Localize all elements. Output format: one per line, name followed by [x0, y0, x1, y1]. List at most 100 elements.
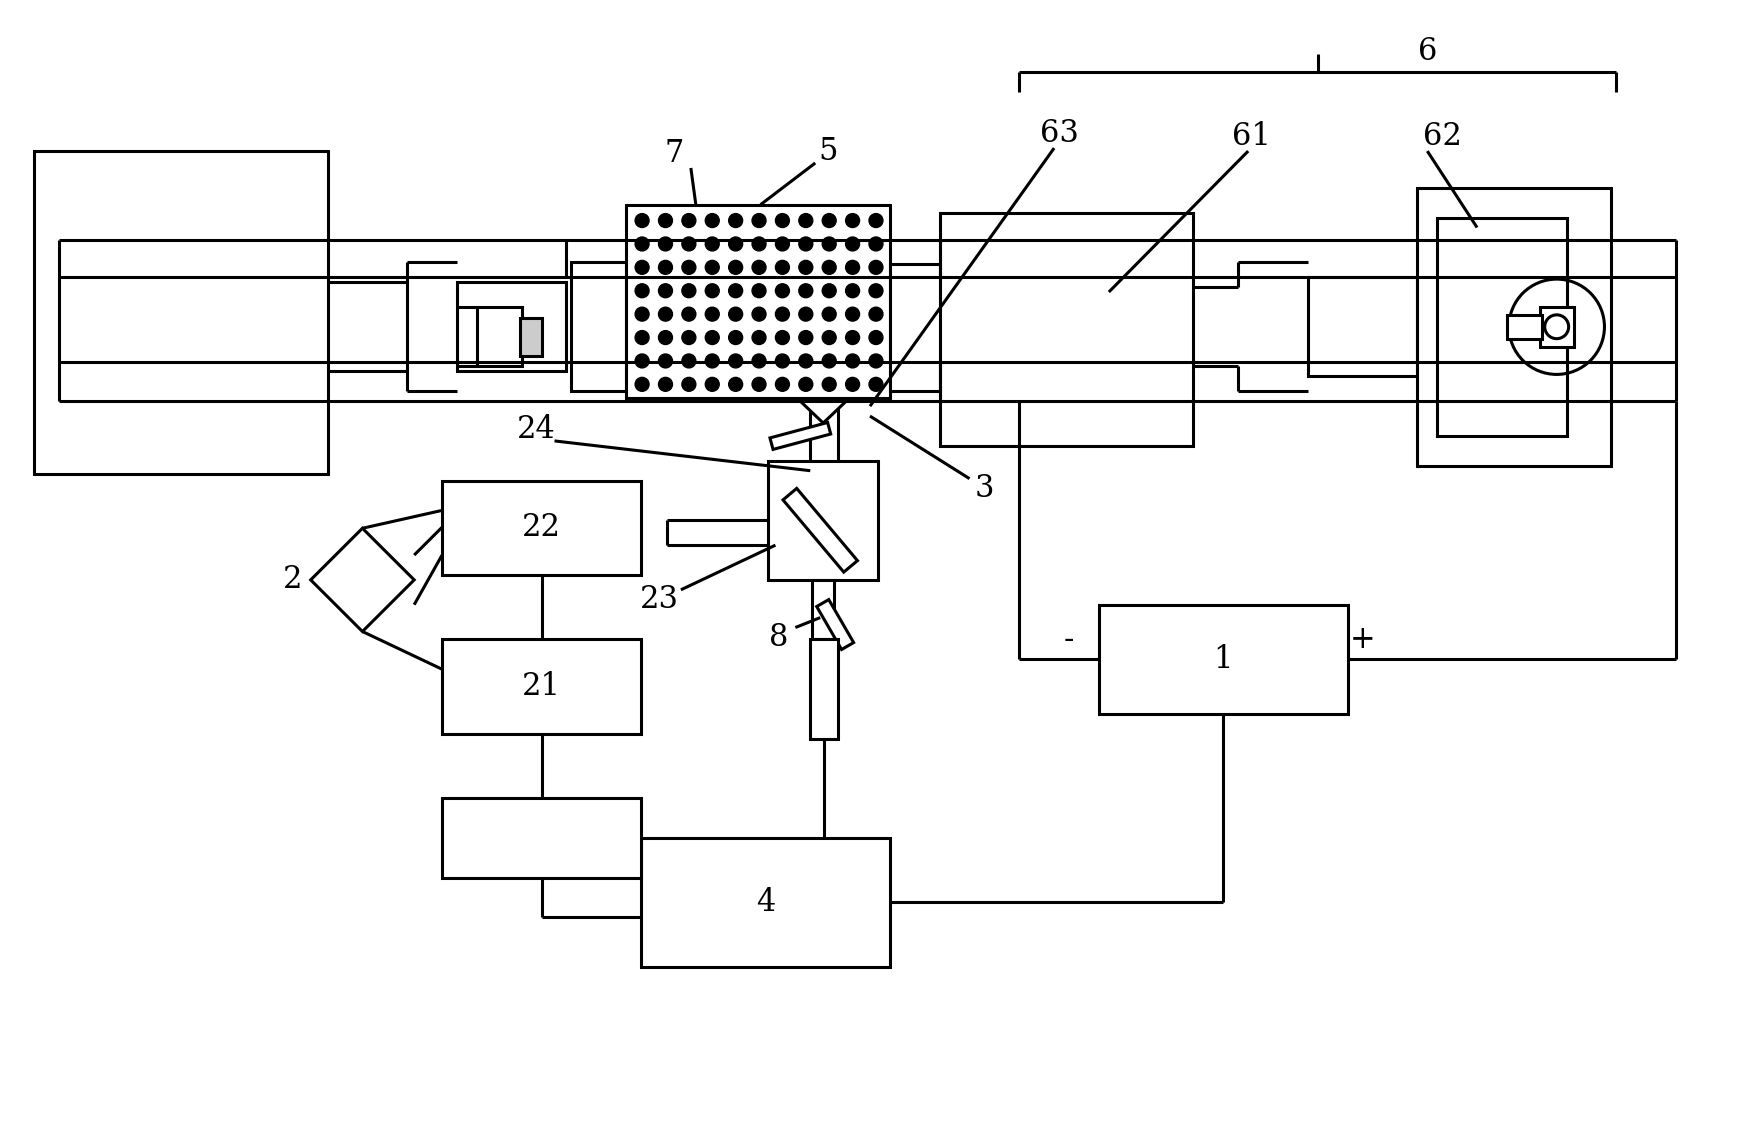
- Bar: [890, 264, 939, 392]
- Circle shape: [659, 307, 673, 321]
- Text: 4: 4: [756, 887, 776, 918]
- Circle shape: [845, 331, 859, 344]
- Circle shape: [823, 307, 836, 321]
- Bar: [626, 204, 890, 399]
- Circle shape: [845, 307, 859, 321]
- Circle shape: [870, 307, 883, 321]
- Circle shape: [870, 377, 883, 392]
- Bar: [642, 838, 890, 968]
- Circle shape: [845, 261, 859, 274]
- Bar: [810, 401, 838, 560]
- Text: 21: 21: [522, 671, 562, 701]
- Circle shape: [798, 377, 812, 392]
- Bar: [1417, 187, 1612, 466]
- Bar: [1508, 315, 1542, 339]
- Circle shape: [635, 355, 649, 368]
- Circle shape: [776, 355, 790, 368]
- Circle shape: [635, 307, 649, 321]
- Circle shape: [706, 377, 720, 392]
- Circle shape: [776, 283, 790, 298]
- Text: +: +: [1349, 624, 1376, 655]
- Circle shape: [729, 283, 743, 298]
- Circle shape: [798, 213, 812, 228]
- Bar: [520, 318, 541, 356]
- Circle shape: [751, 355, 765, 368]
- Circle shape: [751, 237, 765, 251]
- Circle shape: [823, 283, 836, 298]
- Circle shape: [729, 213, 743, 228]
- Circle shape: [870, 261, 883, 274]
- Bar: [812, 580, 835, 639]
- Circle shape: [845, 283, 859, 298]
- Circle shape: [870, 213, 883, 228]
- Circle shape: [776, 377, 790, 392]
- Circle shape: [635, 377, 649, 392]
- Circle shape: [845, 355, 859, 368]
- Circle shape: [751, 261, 765, 274]
- Circle shape: [659, 213, 673, 228]
- Bar: [1308, 277, 1417, 376]
- Circle shape: [706, 213, 720, 228]
- Circle shape: [751, 331, 765, 344]
- Circle shape: [751, 307, 765, 321]
- Polygon shape: [800, 401, 847, 423]
- Circle shape: [751, 213, 765, 228]
- Circle shape: [682, 377, 696, 392]
- Circle shape: [682, 331, 696, 344]
- Circle shape: [706, 331, 720, 344]
- Circle shape: [659, 355, 673, 368]
- Circle shape: [729, 261, 743, 274]
- Text: 6: 6: [1417, 36, 1436, 68]
- Circle shape: [659, 377, 673, 392]
- Circle shape: [823, 213, 836, 228]
- Circle shape: [845, 213, 859, 228]
- Circle shape: [682, 237, 696, 251]
- Text: 23: 23: [640, 584, 678, 615]
- Bar: [1099, 605, 1348, 714]
- Circle shape: [682, 261, 696, 274]
- Circle shape: [870, 283, 883, 298]
- Text: 7: 7: [664, 138, 683, 168]
- Circle shape: [798, 283, 812, 298]
- Circle shape: [776, 261, 790, 274]
- Circle shape: [729, 307, 743, 321]
- Circle shape: [706, 283, 720, 298]
- Bar: [476, 307, 522, 367]
- Circle shape: [798, 237, 812, 251]
- Circle shape: [870, 355, 883, 368]
- Circle shape: [870, 331, 883, 344]
- Circle shape: [845, 377, 859, 392]
- Circle shape: [798, 261, 812, 274]
- Text: 24: 24: [516, 413, 556, 445]
- Bar: [1539, 307, 1574, 347]
- Text: 62: 62: [1423, 121, 1462, 151]
- Circle shape: [776, 331, 790, 344]
- Circle shape: [870, 237, 883, 251]
- Circle shape: [798, 331, 812, 344]
- Circle shape: [659, 237, 673, 251]
- Text: 63: 63: [1040, 117, 1078, 149]
- Text: 5: 5: [819, 135, 838, 167]
- Circle shape: [845, 237, 859, 251]
- Bar: [442, 481, 642, 575]
- Circle shape: [751, 283, 765, 298]
- Circle shape: [706, 355, 720, 368]
- Text: 3: 3: [974, 473, 995, 504]
- Circle shape: [635, 237, 649, 251]
- Circle shape: [776, 237, 790, 251]
- Circle shape: [635, 331, 649, 344]
- Circle shape: [682, 355, 696, 368]
- Circle shape: [659, 331, 673, 344]
- Circle shape: [729, 331, 743, 344]
- Circle shape: [682, 213, 696, 228]
- Bar: [810, 639, 838, 738]
- Bar: [442, 639, 642, 734]
- Text: 8: 8: [769, 622, 788, 653]
- Circle shape: [729, 355, 743, 368]
- Circle shape: [659, 261, 673, 274]
- Circle shape: [706, 237, 720, 251]
- Text: 61: 61: [1231, 121, 1271, 151]
- Bar: [939, 212, 1193, 446]
- Bar: [442, 798, 642, 877]
- Bar: [769, 461, 878, 580]
